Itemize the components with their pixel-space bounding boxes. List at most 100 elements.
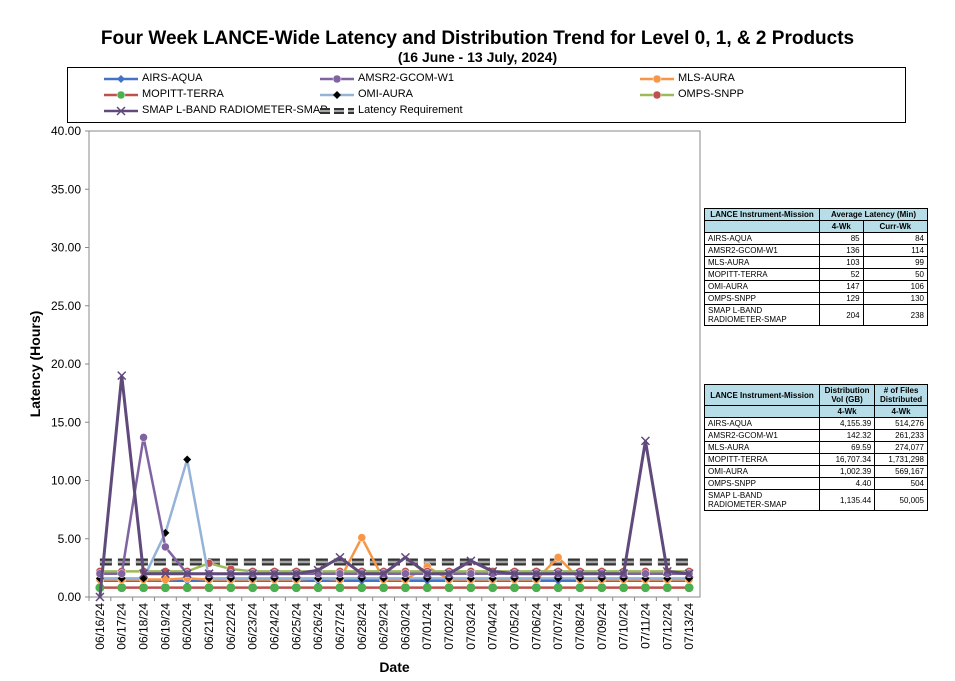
latency-table-row: AIRS-AQUA 85 84: [704, 232, 929, 245]
data-point-mopitt-terra: [291, 583, 301, 593]
distribution-table-cell-a: 1,135.44: [818, 489, 876, 511]
latency-table-subheader-4wk: 4-Wk: [819, 220, 864, 233]
distribution-table-cell-a: 4,155.39: [818, 417, 876, 430]
data-point-smap-l-band-radiometer-smap: [575, 569, 585, 579]
legend-marker: [652, 90, 662, 100]
distribution-table-subheader-4wk-files: 4-Wk: [874, 405, 928, 418]
data-point-mopitt-terra: [160, 583, 170, 593]
legend-label: AIRS-AQUA: [142, 72, 203, 84]
latency-table-cell-name: OMI-AURA: [704, 280, 820, 293]
distribution-table-cell-b: 50,005: [874, 489, 928, 511]
data-point-smap-l-band-radiometer-smap: [335, 552, 345, 562]
y-tick-label: 15.00: [51, 415, 81, 429]
latency-table-row: AMSR2-GCOM-W1 136 114: [704, 244, 929, 257]
data-point-mopitt-terra: [444, 583, 454, 593]
distribution-table-cell-name: MOPITT-TERRA: [704, 453, 820, 466]
data-point-smap-l-band-radiometer-smap: [531, 569, 541, 579]
data-point-smap-l-band-radiometer-smap: [313, 565, 323, 575]
data-point-smap-l-band-radiometer-smap: [95, 592, 105, 602]
x-tick-label: 06/17/24: [115, 603, 129, 650]
distribution-table-cell-a: 1,002.39: [818, 465, 876, 478]
data-point-amsr2-gcom-w1: [466, 569, 476, 578]
data-point-mopitt-terra: [640, 583, 650, 593]
data-point-mopitt-terra: [139, 583, 149, 593]
x-tick-label: 07/06/24: [529, 603, 543, 650]
latency-table-cell-a: 204: [819, 304, 864, 326]
y-tick-label: 35.00: [51, 182, 81, 196]
plot-area: [88, 130, 701, 598]
data-point-smap-l-band-radiometer-smap: [269, 569, 280, 579]
legend-marker: [332, 74, 342, 84]
series-mopitt-terra: [95, 583, 694, 593]
distribution-table-cell-b: 274,077: [874, 441, 928, 454]
data-point-mopitt-terra: [313, 583, 323, 593]
x-tick-label: 07/05/24: [508, 603, 522, 650]
legend-swatch-omi-aura: [320, 91, 354, 99]
data-point-mopitt-terra: [335, 583, 345, 593]
x-tick-label: 07/10/24: [617, 603, 631, 650]
data-point-mopitt-terra: [182, 583, 192, 593]
distribution-table-cell-a: 16,707.34: [818, 453, 876, 466]
latency-table-row: OMI-AURA 147 106: [704, 280, 929, 293]
distribution-table-header-volume: Distribution Vol (GB): [818, 384, 876, 406]
latency-table-cell-name: MOPITT-TERRA: [704, 268, 820, 281]
legend: AIRS-AQUA AMSR2-GCOM-W1 MLS-AURA MOPITT-TER…: [67, 67, 906, 123]
data-point-smap-l-band-radiometer-smap: [684, 569, 694, 579]
distribution-table-cell-b: 504: [874, 477, 928, 490]
x-tick-label: 06/29/24: [377, 603, 391, 650]
data-point-amsr2-gcom-w1: [117, 569, 126, 578]
latency-table-cell-b: 114: [862, 244, 929, 257]
latency-table-cell-name: AMSR2-GCOM-W1: [704, 244, 820, 257]
distribution-table-header-instrument: LANCE Instrument-Mission: [704, 384, 820, 406]
latency-table-row: MLS-AURA 103 99: [704, 256, 929, 269]
data-point-amsr2-gcom-w1: [335, 569, 345, 578]
latency-table-cell-a: 52: [819, 268, 864, 281]
x-tick-label: 07/08/24: [573, 603, 587, 650]
x-tick-label: 07/04/24: [486, 603, 500, 650]
legend-label: MLS-AURA: [678, 72, 735, 84]
distribution-table-cell-b: 261,233: [874, 429, 928, 442]
x-tick-label: 06/26/24: [311, 603, 325, 650]
x-tick-label: 06/23/24: [246, 603, 260, 650]
data-point-smap-l-band-radiometer-smap: [640, 436, 650, 446]
data-point-smap-l-band-radiometer-smap: [226, 569, 236, 579]
x-tick-label: 06/27/24: [333, 603, 347, 650]
data-point-mopitt-terra: [662, 583, 672, 593]
data-point-mls-aura: [553, 553, 563, 562]
latency-table-cell-b: 99: [862, 256, 929, 269]
y-tick-label: 5.00: [58, 532, 82, 546]
x-tick-label: 07/13/24: [682, 603, 696, 650]
y-tick-label: 30.00: [51, 241, 81, 255]
data-point-amsr2-gcom-w1: [401, 569, 410, 578]
data-point-omi-aura: [183, 455, 192, 464]
legend-label: AMSR2-GCOM-W1: [358, 72, 454, 84]
legend-swatch-smap-l-band-radiometer-smap: [104, 106, 138, 116]
series-line-smap-l-band-radiometer-smap: [98, 375, 690, 598]
x-tick-label: 06/19/24: [158, 603, 172, 650]
latency-table: LANCE Instrument-Mission Average Latency…: [704, 208, 929, 326]
distribution-table-cell-b: 569,167: [874, 465, 928, 478]
latency-table-cell-a: 136: [819, 244, 864, 257]
x-tick-label: 06/21/24: [202, 603, 216, 650]
data-point-mopitt-terra: [379, 583, 389, 593]
data-point-smap-l-band-radiometer-smap: [291, 569, 301, 579]
x-tick-label: 07/09/24: [595, 603, 609, 650]
legend-marker: [116, 90, 126, 100]
latency-table-cell-b: 106: [862, 280, 929, 293]
x-tick-label: 07/03/24: [464, 603, 478, 650]
chart-subtitle: (16 June - 13 July, 2024): [397, 49, 558, 65]
data-point-mopitt-terra: [510, 583, 520, 593]
distribution-table: LANCE Instrument-Mission Distribution Vo…: [704, 384, 928, 511]
data-point-smap-l-band-radiometer-smap: [619, 569, 629, 579]
legend-marker: [117, 75, 125, 83]
x-tick-label: 07/12/24: [660, 603, 674, 650]
data-point-mopitt-terra: [553, 583, 563, 593]
latency-table-cell-name: SMAP L-BAND RADIOMETER-SMAP: [704, 304, 820, 326]
data-point-smap-l-band-radiometer-smap: [357, 569, 367, 579]
latency-table-cell-b: 238: [862, 304, 929, 326]
latency-table-cell-a: 103: [819, 256, 864, 269]
data-point-mopitt-terra: [400, 583, 410, 593]
x-tick-label: 06/24/24: [267, 603, 281, 650]
legend-label: SMAP L-BAND RADIOMETER-SMAP: [142, 104, 328, 116]
